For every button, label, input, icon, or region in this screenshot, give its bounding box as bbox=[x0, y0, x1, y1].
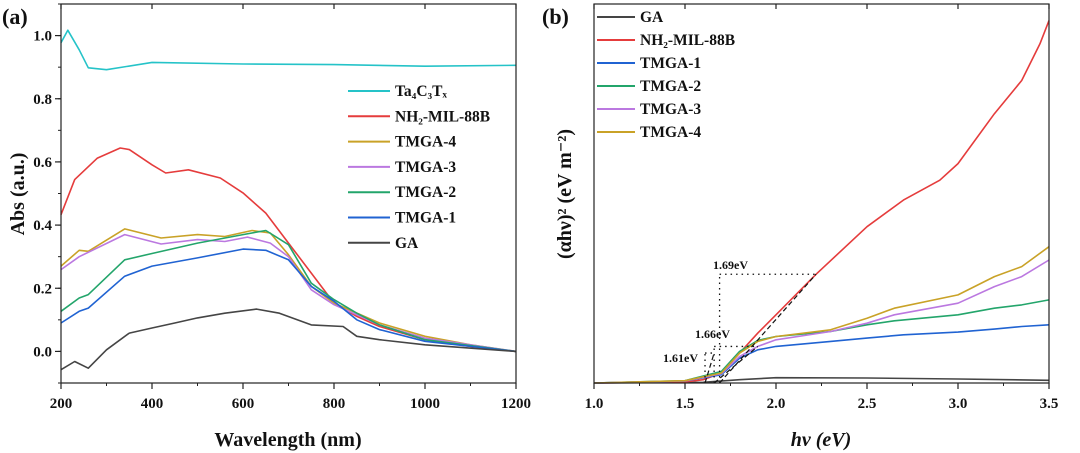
legend-label-5: TMGA-4 bbox=[640, 124, 701, 141]
y-tick-label-2: 0.4 bbox=[33, 218, 52, 234]
y-tick-label-1: 0.2 bbox=[33, 281, 52, 297]
x-tick-label-5: 3.5 bbox=[1040, 396, 1059, 412]
panel-a: 200 400 600 800 1000 1200 0.0 0.2 0.4 0.6 0.8 1.0 Ta… bbox=[33, 3, 531, 412]
x-tick-label-3: 2.5 bbox=[858, 396, 877, 412]
legend-label-2: TMGA-4 bbox=[395, 134, 456, 151]
legend-label-3: TMGA-2 bbox=[640, 78, 701, 95]
x-tick-label-1: 400 bbox=[141, 396, 164, 412]
x-tick-label-0: 1.0 bbox=[585, 396, 604, 412]
x-tick-label-2: 2.0 bbox=[767, 396, 786, 412]
panel-label-b: (b) bbox=[542, 4, 569, 29]
annotation-label-1: 1.66eV bbox=[695, 327, 730, 341]
series-line-0 bbox=[593, 376, 1050, 384]
x-tick-label-5: 1200 bbox=[501, 396, 531, 412]
legend-label-4: TMGA-3 bbox=[640, 101, 701, 118]
panel-label-a: (a) bbox=[2, 4, 28, 29]
series-line-2 bbox=[593, 324, 1050, 384]
legend-label-0: Ta₄C₃Tₓ bbox=[395, 83, 447, 100]
x-tick-label-1: 1.5 bbox=[676, 396, 695, 412]
series-line-0 bbox=[60, 29, 517, 71]
series-line-4 bbox=[60, 229, 517, 353]
y-tick-label-5: 1.0 bbox=[33, 29, 52, 45]
annotation-label-2: 1.61eV bbox=[663, 351, 698, 365]
series-line-5 bbox=[60, 248, 517, 353]
annotation-label-0: 1.69eV bbox=[713, 258, 748, 272]
legend-label-5: TMGA-1 bbox=[395, 210, 456, 227]
legend-label-6: GA bbox=[395, 235, 419, 252]
series-line-6 bbox=[60, 308, 517, 371]
y-axis-label-a: Abs (a.u.) bbox=[7, 153, 29, 236]
x-tick-label-3: 800 bbox=[323, 396, 346, 412]
series-line-1 bbox=[60, 147, 517, 353]
panel-b: 1.69eV 1.66eV 1.61eV 1.0 1.5 2.0 2.5 3.0 3.5 GA NH… bbox=[585, 3, 1059, 412]
legend-label-1: NH₂-MIL-88B bbox=[640, 32, 735, 49]
x-axis-label-a: Wavelength (nm) bbox=[214, 429, 361, 451]
x-tick-label-4: 1000 bbox=[410, 396, 440, 412]
series-line-5 bbox=[593, 246, 1050, 384]
series-line-1 bbox=[593, 20, 1050, 384]
y-axis-label-b: (αhν)² (eV m⁻²) bbox=[554, 129, 576, 259]
y-tick-label-3: 0.6 bbox=[33, 155, 52, 171]
x-tick-label-4: 3.0 bbox=[949, 396, 968, 412]
x-tick-label-0: 200 bbox=[50, 396, 73, 412]
x-axis-label-b: hν (eV) bbox=[791, 429, 852, 451]
y-tick-label-0: 0.0 bbox=[33, 344, 52, 360]
tangent-line-1 bbox=[713, 345, 759, 384]
y-tick-label-4: 0.8 bbox=[33, 92, 52, 108]
legend-label-1: NH₂-MIL-88B bbox=[395, 108, 490, 125]
legend-label-4: TMGA-2 bbox=[395, 184, 456, 201]
tangent-line-2 bbox=[704, 352, 715, 384]
legend-label-3: TMGA-3 bbox=[395, 159, 456, 176]
legend-label-0: GA bbox=[640, 9, 664, 26]
legend-label-2: TMGA-1 bbox=[640, 55, 701, 72]
x-tick-label-2: 600 bbox=[232, 396, 255, 412]
